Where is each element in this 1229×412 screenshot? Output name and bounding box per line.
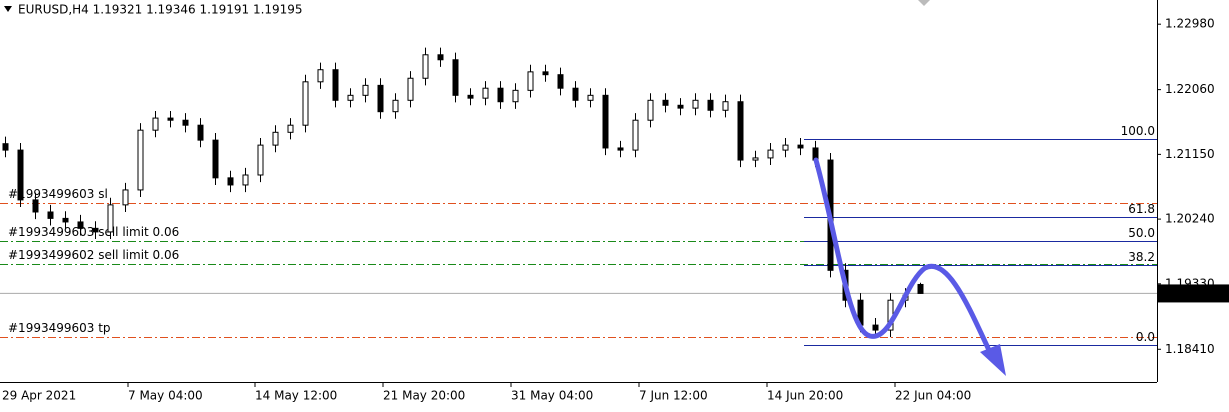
levels: #1993499603 sl#1993499603 sell limit 0.0… xyxy=(0,124,1157,346)
fib-label: 0.0 xyxy=(1136,330,1155,344)
current-price-box xyxy=(1158,284,1229,303)
candle-body xyxy=(632,119,639,151)
x-tick-label: 7 Jun 12:00 xyxy=(639,389,708,403)
fib-label: 38.2 xyxy=(1128,250,1155,264)
order-label: #1993499603 tp xyxy=(8,321,111,335)
axes: 1.229801.220601.211501.202401.193301.184… xyxy=(2,17,1229,403)
order-label: #1993499603 sl xyxy=(8,187,108,201)
candle-body xyxy=(917,283,924,294)
candle-body xyxy=(182,119,189,126)
x-tick-label: 14 May 12:00 xyxy=(255,389,337,403)
y-tick-label: 1.20240 xyxy=(1165,212,1215,226)
candle-body xyxy=(287,124,294,133)
candle-body xyxy=(602,94,609,149)
candle-body xyxy=(752,157,759,161)
candle-body xyxy=(62,217,69,223)
candle-body xyxy=(92,227,99,233)
candle-body xyxy=(197,124,204,141)
x-tick-label: 21 May 20:00 xyxy=(383,389,465,403)
candle-body xyxy=(227,177,234,186)
candle-body xyxy=(422,54,429,79)
candle-body xyxy=(692,99,699,109)
fib-label: 50.0 xyxy=(1128,226,1155,240)
candles xyxy=(2,47,924,338)
candle-body xyxy=(662,99,669,106)
candle-body xyxy=(782,144,789,151)
y-tick-label: 1.18410 xyxy=(1165,342,1215,356)
candle-body xyxy=(242,174,249,186)
fib-label: 100.0 xyxy=(1121,124,1155,138)
candle-body xyxy=(107,204,114,233)
chart-title: EURUSD,H4 1.19321 1.19346 1.19191 1.1919… xyxy=(18,3,303,17)
candle-body xyxy=(332,69,339,101)
candle-body xyxy=(347,94,354,101)
shift-marker xyxy=(918,0,930,6)
candle-body xyxy=(377,84,384,113)
candle-body xyxy=(317,69,324,83)
candle-body xyxy=(257,144,264,176)
candle-body xyxy=(212,139,219,179)
candle-body xyxy=(137,129,144,191)
forecast-arrowhead xyxy=(980,344,1006,376)
candle-body xyxy=(497,87,504,103)
candle-body xyxy=(467,94,474,99)
candle-body xyxy=(272,131,279,146)
x-tick-label: 14 Jun 20:00 xyxy=(767,389,843,403)
candle-body xyxy=(167,117,174,121)
candle-body xyxy=(17,149,24,201)
candle-body xyxy=(587,94,594,101)
candle-body xyxy=(47,211,54,219)
x-tick-label: 7 May 04:00 xyxy=(128,389,203,403)
candle-body xyxy=(737,101,744,161)
candle-body xyxy=(542,71,549,76)
current-price-label: 1.19195 xyxy=(1165,286,1215,300)
candle-body xyxy=(152,117,159,131)
candle-body xyxy=(2,143,9,151)
x-tick-label: 22 Jun 04:00 xyxy=(895,389,971,403)
candle-body xyxy=(362,84,369,96)
candle-body xyxy=(302,81,309,126)
candle-body xyxy=(557,74,564,89)
candle-body xyxy=(767,149,774,159)
y-tick-label: 1.22060 xyxy=(1165,82,1215,96)
candle-body xyxy=(32,199,39,213)
candle-body xyxy=(452,59,459,96)
y-tick-label: 1.22980 xyxy=(1165,17,1215,31)
candle-body xyxy=(797,144,804,149)
candle-body xyxy=(647,99,654,121)
fib-label: 61.8 xyxy=(1128,202,1155,216)
candle-body xyxy=(872,324,879,331)
candle-body xyxy=(512,89,519,103)
menu-triangle[interactable] xyxy=(4,6,12,12)
candle-body xyxy=(77,221,84,229)
candle-body xyxy=(572,87,579,101)
x-tick-label: 31 May 04:00 xyxy=(511,389,593,403)
candle-body xyxy=(122,189,129,206)
candle-body xyxy=(407,77,414,101)
candle-body xyxy=(437,54,444,61)
candle-body xyxy=(722,101,729,111)
candle-body xyxy=(392,99,399,113)
order-label: #1993499602 sell limit 0.06 xyxy=(8,248,179,262)
candle-body xyxy=(617,147,624,151)
y-tick-label: 1.21150 xyxy=(1165,147,1215,161)
candle-body xyxy=(707,99,714,111)
candle-body xyxy=(677,104,684,109)
candle-body xyxy=(482,87,489,99)
candle-body xyxy=(527,71,534,91)
x-tick-label: 29 Apr 2021 xyxy=(2,389,76,403)
forecast-arrow xyxy=(813,157,991,351)
